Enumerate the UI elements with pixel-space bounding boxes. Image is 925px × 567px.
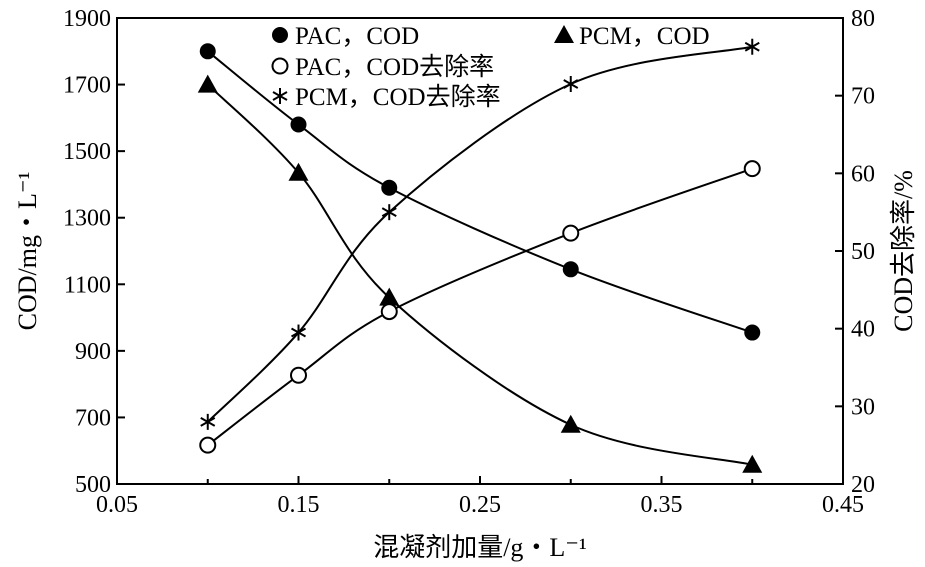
data-point-0	[290, 116, 307, 133]
x-tick-label: 0.15	[278, 492, 320, 518]
data-point-2	[380, 303, 398, 321]
data-point-0	[744, 324, 761, 341]
y-axis-left-label: COD/mg・L⁻¹	[13, 172, 42, 331]
data-point-2	[562, 224, 580, 242]
y-left-tick-label: 1500	[63, 139, 111, 165]
y-right-tick-label: 70	[851, 84, 875, 110]
x-tick-label: 0.25	[459, 492, 501, 518]
data-point-2	[743, 160, 761, 178]
data-point-0	[381, 179, 398, 196]
y-left-tick-label: 1100	[64, 272, 111, 298]
y-axis-right-label: COD去除率/%	[889, 170, 918, 332]
series-line-1	[207, 83, 753, 466]
legend-marker-3	[272, 88, 288, 104]
y-right-tick-label: 80	[851, 6, 875, 32]
legend-label-1: PCM，COD	[579, 23, 710, 50]
y-left-tick-label: 1900	[63, 6, 111, 32]
x-tick-label: 0.45	[822, 492, 864, 518]
asterisk-stroke	[744, 41, 760, 52]
legend-label-3: PCM，COD去除率	[295, 83, 501, 111]
y-right-tick-label: 20	[851, 472, 875, 498]
asterisk-stroke	[381, 207, 397, 218]
y-left-tick-label: 500	[75, 472, 111, 498]
data-point-0	[199, 43, 216, 60]
data-point-1	[197, 74, 218, 93]
data-point-3	[563, 76, 579, 93]
asterisk-stroke	[291, 327, 306, 338]
data-point-3	[744, 38, 760, 55]
y-left-tick-label: 700	[75, 405, 111, 431]
legend-label-0: PAC，COD	[295, 23, 419, 50]
data-point-1	[560, 414, 581, 433]
series-line-0	[207, 50, 753, 334]
y-left-tick-label: 1300	[63, 206, 111, 232]
y-right-tick-label: 50	[851, 239, 875, 265]
asterisk-stroke	[200, 416, 216, 427]
y-left-tick-label: 900	[75, 339, 111, 365]
series-line-3	[207, 45, 753, 423]
y-left-tick-label: 1700	[63, 73, 111, 99]
data-point-3	[381, 204, 397, 221]
legend-marker-1	[554, 25, 574, 43]
asterisk-stroke	[272, 91, 288, 101]
legend-label-2: PAC，COD去除率	[295, 53, 494, 81]
data-point-2	[290, 366, 307, 384]
y-right-tick-label: 40	[851, 317, 875, 343]
asterisk-stroke	[563, 79, 579, 89]
data-point-3	[200, 413, 216, 430]
legend-marker-2	[271, 57, 289, 75]
data-point-2	[199, 436, 217, 454]
y-right-tick-label: 30	[851, 394, 875, 420]
series-line-2	[207, 167, 753, 446]
data-point-1	[379, 287, 400, 306]
data-point-3	[291, 324, 306, 341]
data-point-1	[288, 162, 309, 181]
data-point-0	[562, 261, 579, 278]
data-point-1	[742, 454, 763, 473]
x-tick-label: 0.35	[641, 492, 683, 518]
x-tick-label: 0.05	[96, 492, 138, 518]
legend-marker-0	[272, 27, 288, 43]
y-right-tick-label: 60	[851, 161, 875, 187]
x-axis-label: 混凝剂加量/g・L⁻¹	[373, 533, 587, 562]
